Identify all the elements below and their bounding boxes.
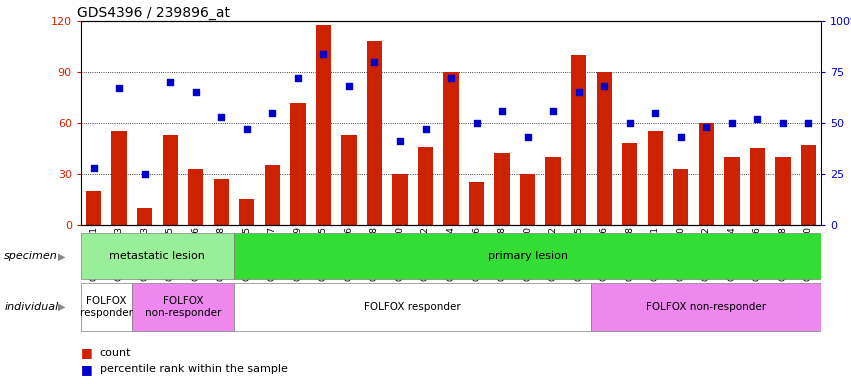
Bar [622, 143, 637, 225]
Bar [132, 283, 234, 331]
Bar [239, 199, 254, 225]
Point [521, 134, 534, 140]
Bar [443, 72, 459, 225]
Bar [392, 174, 408, 225]
Bar [265, 165, 280, 225]
Bar [111, 131, 127, 225]
Bar [234, 283, 591, 331]
Bar [469, 182, 484, 225]
Bar [597, 72, 612, 225]
Point [317, 51, 330, 57]
Bar [341, 135, 357, 225]
Point [368, 59, 381, 65]
Text: FOLFOX non-responder: FOLFOX non-responder [646, 302, 767, 312]
Text: specimen: specimen [4, 251, 58, 262]
Point [700, 124, 713, 130]
Point [393, 138, 407, 144]
Point [572, 89, 585, 95]
Bar [494, 154, 510, 225]
Bar [724, 157, 740, 225]
Bar [418, 147, 433, 225]
Point [419, 126, 432, 132]
Bar [81, 233, 234, 280]
Text: ▶: ▶ [58, 251, 66, 262]
Bar [81, 283, 132, 331]
Point [674, 134, 688, 140]
Point [291, 75, 305, 81]
Point [751, 116, 764, 122]
Point [725, 120, 739, 126]
Text: metastatic lesion: metastatic lesion [110, 251, 205, 262]
Bar [520, 174, 535, 225]
Text: FOLFOX
non-responder: FOLFOX non-responder [145, 296, 221, 318]
Bar [234, 233, 821, 280]
Bar [188, 169, 203, 225]
Bar [571, 55, 586, 225]
Bar [591, 283, 821, 331]
Point [214, 114, 228, 120]
Point [444, 75, 458, 81]
Bar [648, 131, 663, 225]
Point [87, 165, 100, 171]
Text: primary lesion: primary lesion [488, 251, 568, 262]
Bar [775, 157, 791, 225]
Bar [699, 123, 714, 225]
Bar [86, 191, 101, 225]
Text: count: count [100, 348, 131, 358]
Point [266, 110, 279, 116]
Text: ■: ■ [81, 363, 93, 376]
Bar [673, 169, 688, 225]
Text: individual: individual [4, 302, 59, 312]
Point [546, 108, 560, 114]
Point [776, 120, 790, 126]
Bar [163, 135, 178, 225]
Bar [801, 145, 816, 225]
Point [648, 110, 662, 116]
Point [112, 85, 126, 91]
Point [623, 120, 637, 126]
Bar [290, 103, 306, 225]
Text: FOLFOX
responder: FOLFOX responder [80, 296, 133, 318]
Point [189, 89, 203, 95]
Point [470, 120, 483, 126]
Point [163, 79, 177, 85]
Text: ■: ■ [81, 346, 93, 359]
Point [342, 83, 356, 89]
Bar [750, 148, 765, 225]
Point [495, 108, 509, 114]
Bar [137, 208, 152, 225]
Point [802, 120, 815, 126]
Point [597, 83, 611, 89]
Bar [214, 179, 229, 225]
Bar [316, 25, 331, 225]
Text: GDS4396 / 239896_at: GDS4396 / 239896_at [77, 6, 230, 20]
Bar [367, 41, 382, 225]
Text: ▶: ▶ [58, 302, 66, 312]
Point [240, 126, 254, 132]
Point [138, 171, 151, 177]
Text: FOLFOX responder: FOLFOX responder [364, 302, 461, 312]
Bar [545, 157, 561, 225]
Text: percentile rank within the sample: percentile rank within the sample [100, 364, 288, 374]
